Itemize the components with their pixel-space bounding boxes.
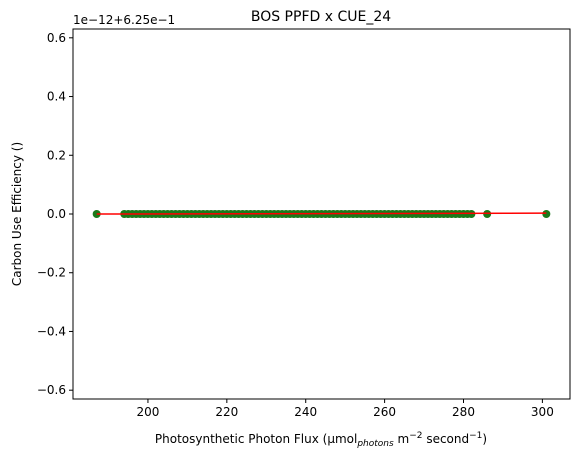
x-tick-label: 280 — [452, 405, 475, 419]
y-tick-label: 0.0 — [47, 207, 66, 221]
y-tick-label: −0.4 — [37, 324, 66, 338]
y-tick-label: −0.2 — [37, 266, 66, 280]
x-axis-label-post: ) — [482, 432, 487, 446]
y-tick-label: 0.6 — [47, 31, 66, 45]
x-tick-label: 240 — [294, 405, 317, 419]
x-axis-label-sup1: −2 — [409, 431, 422, 441]
y-offset-text: 1e−12+6.25e−1 — [73, 13, 175, 27]
scatter-point — [483, 210, 492, 218]
fit-line-group — [96, 212, 547, 215]
x-tick-label: 220 — [215, 405, 238, 419]
y-tick-label: 0.2 — [47, 148, 66, 162]
y-tick-label: 0.4 — [47, 90, 66, 104]
x-axis-label-pre: Photosynthetic Photon Flux (μmol — [155, 432, 357, 446]
x-tick-label: 260 — [373, 405, 396, 419]
chart-title: BOS PPFD x CUE_24 — [251, 9, 391, 25]
x-tick-label: 300 — [531, 405, 554, 419]
x-axis-label-sup2: −1 — [469, 431, 482, 441]
x-axis-label-mid2: second — [423, 432, 470, 446]
x-axis-label-sub: photons — [356, 439, 394, 449]
y-axis-ticks: 0.6 0.4 0.2 0.0 −0.2 −0.4 −0.6 — [37, 31, 73, 397]
y-axis-label: Carbon Use Efficiency () — [10, 142, 24, 286]
x-axis-label-mid1: m — [394, 432, 410, 446]
x-axis-label: Photosynthetic Photon Flux (μmolphotons … — [155, 431, 487, 449]
x-axis-ticks: 200 220 240 260 280 300 — [136, 399, 554, 419]
scatter-point — [542, 210, 551, 218]
fit-line — [96, 212, 547, 215]
x-tick-label: 200 — [136, 405, 159, 419]
y-tick-label: −0.6 — [37, 383, 66, 397]
